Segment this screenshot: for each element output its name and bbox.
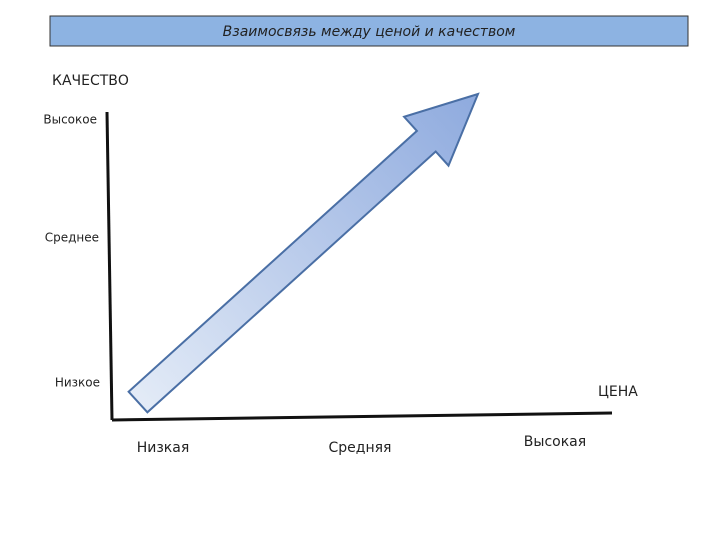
y-axis: [105, 111, 114, 421]
title-box: [49, 15, 689, 47]
y-level: Низкое: [55, 376, 100, 390]
x-level: Средняя: [329, 440, 392, 456]
x-level: Низкая: [137, 440, 190, 456]
x-axis-label: ЦЕНА: [598, 384, 638, 400]
title: Взаимосвязь между ценой и качеством: [223, 24, 516, 40]
y-level: Высокое: [43, 113, 97, 127]
y-level: Среднее: [45, 231, 99, 245]
trend-arrow: [127, 92, 480, 414]
x-axis: [111, 411, 613, 422]
x-level: Высокая: [524, 434, 586, 450]
y-axis-label: КАЧЕСТВО: [52, 73, 129, 89]
